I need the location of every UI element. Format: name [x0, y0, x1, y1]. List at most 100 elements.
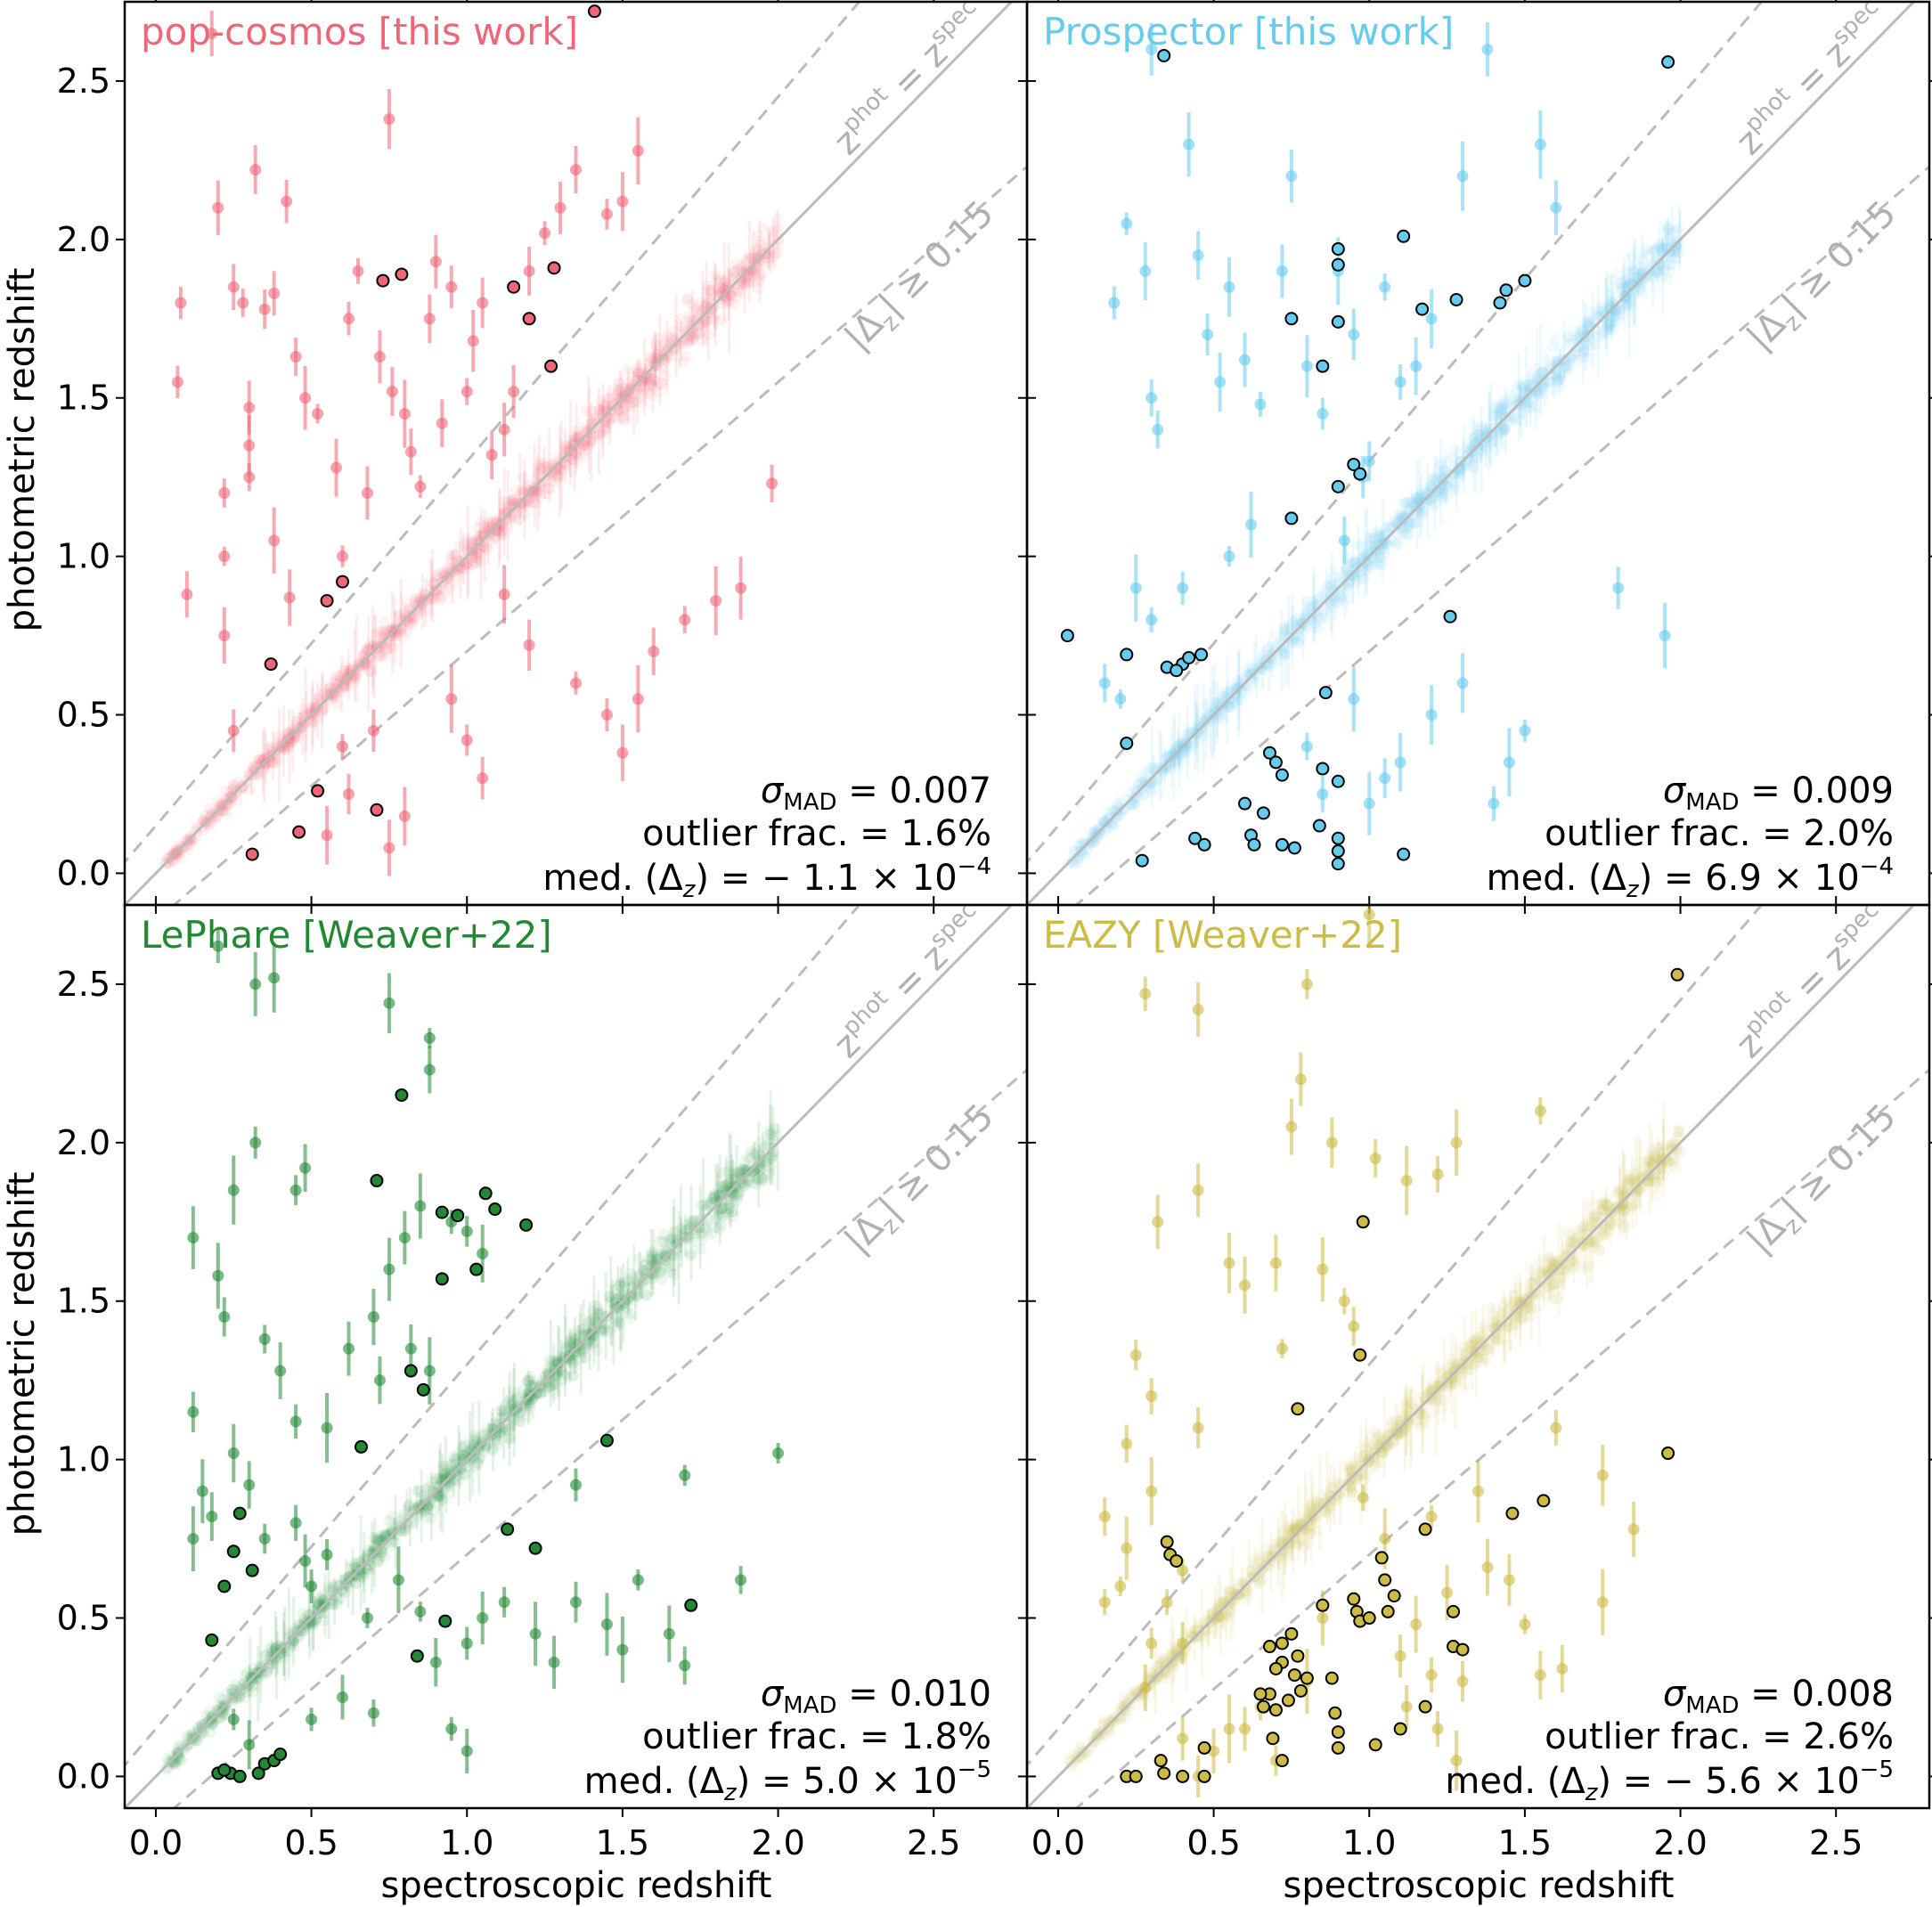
outlier-point: [445, 1723, 458, 1735]
highlighted-point: [1316, 359, 1330, 373]
cloud-point: [1495, 402, 1507, 414]
cloud-point: [550, 1358, 563, 1371]
cloud-point: [524, 1373, 536, 1386]
y-tick-label: 2.5: [57, 965, 110, 1004]
plot-area: [1027, 2, 1929, 905]
cloud-point: [1300, 1504, 1313, 1516]
cloud-point: [567, 1369, 580, 1381]
outlier-point: [383, 1263, 395, 1275]
cloud-point: [459, 1440, 471, 1453]
cloud-point: [1295, 633, 1308, 646]
cloud-point: [565, 1337, 577, 1349]
cloud-point: [715, 1219, 727, 1232]
cloud-point: [1379, 1440, 1391, 1453]
cloud-point: [640, 387, 653, 400]
cloud-point: [664, 1238, 677, 1251]
cloud-point: [620, 1293, 632, 1306]
cloud-point: [1553, 368, 1566, 380]
cloud-point: [1225, 701, 1237, 713]
cloud-point: [1544, 1251, 1556, 1264]
cloud-point: [599, 424, 612, 436]
cloud-point: [1127, 795, 1139, 807]
cloud-point: [682, 311, 695, 323]
cloud-point: [1416, 507, 1429, 519]
cloud-point: [242, 769, 255, 781]
cloud-point: [1411, 492, 1423, 504]
outlier-point: [600, 208, 613, 220]
cloud-point: [532, 459, 544, 471]
cloud-point: [1402, 501, 1414, 513]
cloud-point: [351, 1569, 363, 1581]
outlier-point: [1534, 138, 1546, 151]
cloud-point: [452, 1447, 464, 1459]
cloud-point: [551, 1357, 564, 1370]
outlier-point: [1214, 376, 1227, 388]
highlighted-point: [1518, 273, 1532, 288]
highlighted-point: [273, 1748, 288, 1762]
cloud-point: [646, 379, 658, 391]
cloud-point: [422, 593, 435, 606]
cloud-point: [1476, 444, 1488, 456]
outlier-point: [249, 164, 262, 176]
cloud-point: [198, 815, 210, 827]
cloud-point: [1576, 323, 1587, 336]
cloud-point: [1611, 315, 1624, 328]
cloud-point: [668, 1259, 681, 1272]
cloud-point: [1113, 809, 1125, 821]
cloud-point: [1334, 592, 1347, 605]
outlier-point: [1108, 297, 1121, 309]
cloud-point: [1509, 1317, 1521, 1329]
cloud-point: [196, 1720, 208, 1732]
cloud-point: [1262, 643, 1275, 656]
cloud-point: [326, 1593, 338, 1606]
cloud-point: [1452, 462, 1464, 475]
highlighted-point: [1499, 283, 1513, 297]
cloud-point: [561, 441, 573, 452]
cloud-point: [509, 485, 522, 497]
cloud-point: [1219, 689, 1231, 702]
cloud-point: [1361, 564, 1374, 576]
cloud-point: [1545, 1259, 1557, 1271]
cloud-point: [289, 729, 300, 741]
cloud-point: [339, 1574, 352, 1586]
cloud-point: [619, 414, 632, 427]
cloud-point: [1470, 1335, 1482, 1348]
cloud-point: [1606, 295, 1618, 307]
cloud-point: [640, 371, 651, 383]
cloud-point: [546, 1375, 558, 1388]
cloud-point: [1637, 253, 1649, 265]
cloud-point: [1257, 649, 1269, 662]
cloud-point: [252, 766, 265, 778]
cloud-point: [601, 393, 614, 405]
cloud-point: [440, 1460, 452, 1472]
cloud-point: [1181, 745, 1194, 757]
cloud-point: [1516, 406, 1528, 419]
cloud-point: [1564, 363, 1577, 375]
cloud-point: [475, 1430, 487, 1442]
cloud-point: [348, 675, 361, 688]
cloud-point: [1470, 438, 1482, 451]
outlier-point: [258, 303, 271, 315]
cloud-point: [323, 681, 336, 694]
cloud-point: [688, 331, 700, 344]
cloud-point: [437, 1459, 450, 1471]
cloud-point: [1277, 629, 1290, 641]
cloud-point: [617, 404, 630, 417]
stat-sigma-sub: MAD: [1685, 789, 1739, 816]
cloud-point: [458, 1469, 470, 1481]
cloud-point: [1242, 685, 1254, 697]
cloud-point: [443, 566, 455, 579]
cloud-point: [1121, 1697, 1133, 1709]
stat-median-sub: z: [723, 1780, 738, 1806]
cloud-point: [632, 366, 645, 379]
cloud-point: [1219, 1608, 1232, 1620]
highlighted-point: [1170, 664, 1184, 678]
cloud-point: [469, 552, 482, 565]
cloud-point: [1434, 482, 1447, 494]
cloud-point: [402, 1500, 414, 1512]
cloud-point: [1494, 428, 1506, 440]
cloud-point: [1356, 540, 1368, 552]
cloud-point: [612, 1288, 624, 1300]
outlier-point: [404, 445, 417, 458]
cloud-point: [604, 1296, 616, 1308]
